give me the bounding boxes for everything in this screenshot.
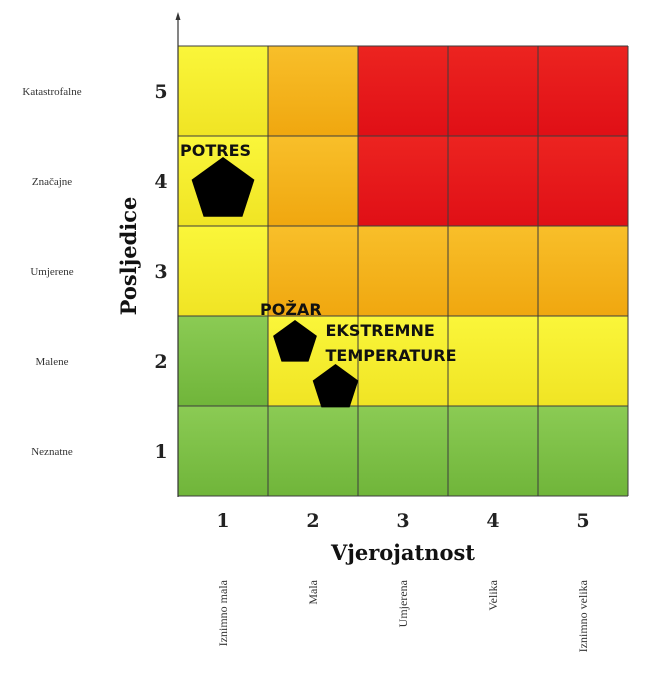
- y-descriptor-label: Malene: [36, 356, 69, 368]
- risk-cell: [358, 406, 448, 496]
- x-descriptor-label: Iznimno mala: [216, 579, 230, 646]
- x-tick-label: 4: [486, 510, 499, 532]
- y-ticks: 1 2 3 4 5: [154, 81, 167, 463]
- x-tick-label: 5: [576, 510, 589, 532]
- risk-cell: [448, 406, 538, 496]
- x-tick-label: 1: [216, 510, 229, 532]
- risk-cell: [358, 46, 448, 136]
- risk-cell: [358, 136, 448, 226]
- risk-cell: [178, 316, 268, 406]
- risk-cell: [178, 46, 268, 136]
- risk-cell: [268, 46, 358, 136]
- y-descriptor-label: Značajne: [32, 176, 72, 188]
- risk-marker: [273, 320, 317, 362]
- risk-label: EKSTREMNE: [326, 321, 435, 340]
- x-ticks: 1 2 3 4 5: [216, 510, 589, 532]
- x-axis-title: Vjerojatnost: [330, 540, 475, 565]
- risk-marker: [312, 364, 359, 408]
- risk-cell: [268, 136, 358, 226]
- y-tick-label: 5: [154, 81, 167, 103]
- risk-label: TEMPERATURE: [326, 346, 457, 365]
- x-descriptor-label: Umjerena: [396, 579, 410, 627]
- y-descriptor-label: Katastrofalne: [22, 86, 81, 98]
- risk-cell: [268, 406, 358, 496]
- y-descriptor-label: Umjerene: [30, 266, 73, 278]
- risk-label: POTRES: [180, 141, 251, 160]
- risk-cell: [358, 226, 448, 316]
- y-axis-title: Posljedice: [116, 197, 141, 316]
- y-axis-arrow: [175, 12, 181, 20]
- x-descriptor-label: Iznimno velika: [576, 579, 590, 652]
- x-tick-label: 2: [306, 510, 319, 532]
- risk-marker: [191, 157, 255, 217]
- risk-cell: [358, 316, 448, 406]
- risk-cell: [538, 226, 628, 316]
- risk-cell: [178, 406, 268, 496]
- y-descriptor-label: Neznatne: [31, 446, 73, 458]
- risk-cell: [178, 226, 268, 316]
- risk-cells: [178, 46, 628, 496]
- risk-cell: [538, 46, 628, 136]
- risk-cell: [448, 226, 538, 316]
- risk-cell: [448, 136, 538, 226]
- risk-cell: [538, 406, 628, 496]
- y-descriptors: Neznatne Malene Umjerene Značajne Katastrofa…: [22, 86, 81, 458]
- risk-cell: [448, 46, 538, 136]
- y-tick-label: 3: [154, 261, 167, 283]
- risk-cell: [448, 316, 538, 406]
- risk-label: POŽAR: [260, 300, 322, 319]
- x-tick-label: 3: [396, 510, 409, 532]
- x-descriptors: Iznimno mala Mala Umjerena Velika Iznimno ve…: [216, 579, 590, 652]
- y-tick-label: 4: [154, 171, 167, 193]
- x-descriptor-label: Velika: [486, 579, 500, 610]
- y-tick-label: 2: [154, 351, 167, 373]
- x-descriptor-label: Mala: [306, 579, 320, 604]
- y-tick-label: 1: [154, 441, 167, 463]
- risk-cell: [268, 226, 358, 316]
- risk-cell: [538, 136, 628, 226]
- risk-cell: [538, 316, 628, 406]
